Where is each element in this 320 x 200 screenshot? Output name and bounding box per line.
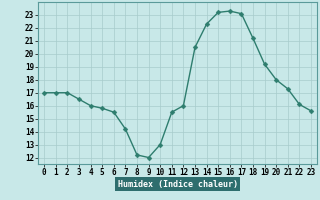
X-axis label: Humidex (Indice chaleur): Humidex (Indice chaleur)	[118, 180, 238, 189]
